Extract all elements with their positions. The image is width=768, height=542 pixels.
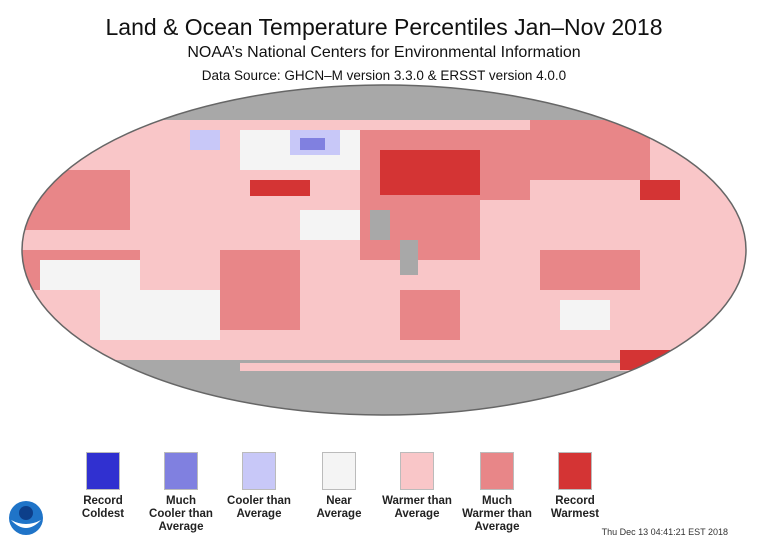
legend-swatch (164, 452, 198, 490)
data-source: Data Source: GHCN–M version 3.3.0 & ERSS… (201, 68, 567, 83)
legend-label: Cooler than (227, 495, 291, 507)
legend-label: Average (316, 508, 362, 520)
map-title: Land & Ocean Temperature Percentiles Jan… (105, 14, 663, 40)
legend-label: Average (236, 508, 282, 520)
legend-label: Much (481, 495, 513, 507)
legend-label: Warmest (550, 508, 600, 520)
noaa-logo (9, 501, 43, 535)
legend-label: Average (474, 521, 520, 533)
legend-swatch (480, 452, 514, 490)
legend-item: Record Warmest (530, 452, 620, 521)
legend-swatch (558, 452, 592, 490)
legend-label: Record (555, 495, 595, 507)
map-subtitle: NOAA’s National Centers for Environmenta… (187, 44, 581, 61)
world-temperature-map (21, 84, 747, 416)
legend-item: Near Average (294, 452, 384, 521)
legend-item: Warmer than Average (372, 452, 462, 521)
legend-label: Near (326, 495, 352, 507)
legend-label: Average (394, 508, 440, 520)
legend-item: Much Cooler than Average (136, 452, 226, 534)
timestamp: Thu Dec 13 04:41:21 EST 2018 (601, 527, 728, 537)
legend-item: Record Coldest (58, 452, 148, 521)
legend-label: Warmer than (382, 495, 452, 507)
legend-swatch (322, 452, 356, 490)
legend-label: Cooler than (149, 508, 213, 520)
legend-label: Record (83, 495, 123, 507)
legend-swatch (400, 452, 434, 490)
legend-label: Coldest (81, 508, 125, 520)
legend-item: Cooler than Average (214, 452, 304, 521)
legend-label: Average (158, 521, 204, 533)
legend-swatch (86, 452, 120, 490)
legend-item: Much Warmer than Average (452, 452, 542, 534)
legend-swatch (242, 452, 276, 490)
legend-label: Much (165, 495, 197, 507)
legend-label: Warmer than (462, 508, 532, 520)
